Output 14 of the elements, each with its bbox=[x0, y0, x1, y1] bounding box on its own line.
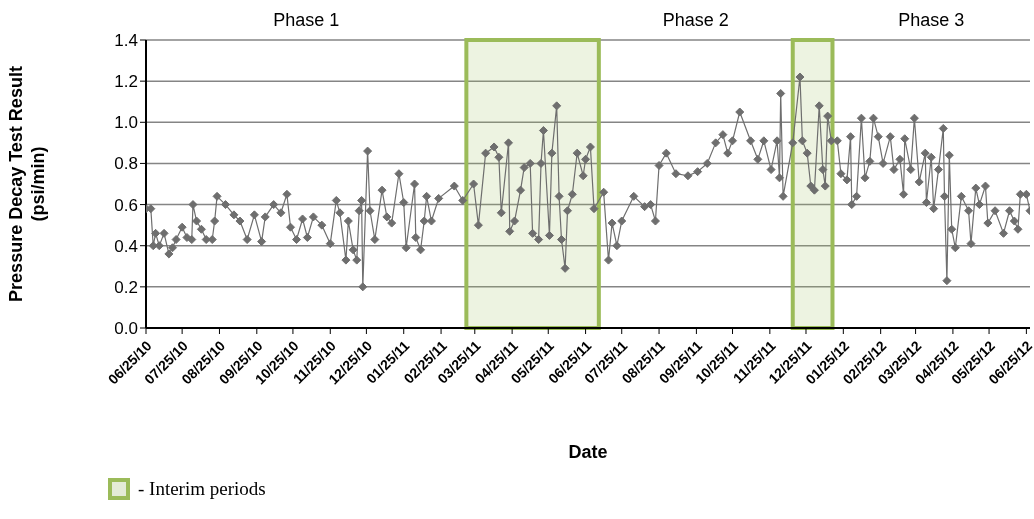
y-axis-title: Pressure Decay Test Result (psi/min) bbox=[5, 65, 49, 304]
text: - Interim periods bbox=[138, 478, 266, 500]
x-axis-title: Date bbox=[567, 442, 609, 463]
y-tick-label: 1.0 bbox=[114, 113, 138, 133]
y-tick-label: 1.2 bbox=[114, 72, 138, 92]
text: Phase 1 bbox=[272, 10, 341, 31]
y-tick-label: 0.0 bbox=[114, 319, 138, 339]
text: Phase 2 bbox=[661, 10, 730, 31]
y-tick-label: 0.2 bbox=[114, 277, 138, 297]
y-tick-label: 1.4 bbox=[114, 31, 138, 51]
text: Phase 3 bbox=[897, 10, 966, 31]
y-tick-label: 0.6 bbox=[114, 195, 138, 215]
y-tick-label: 0.4 bbox=[114, 236, 138, 256]
y-tick-label: 0.8 bbox=[114, 154, 138, 174]
